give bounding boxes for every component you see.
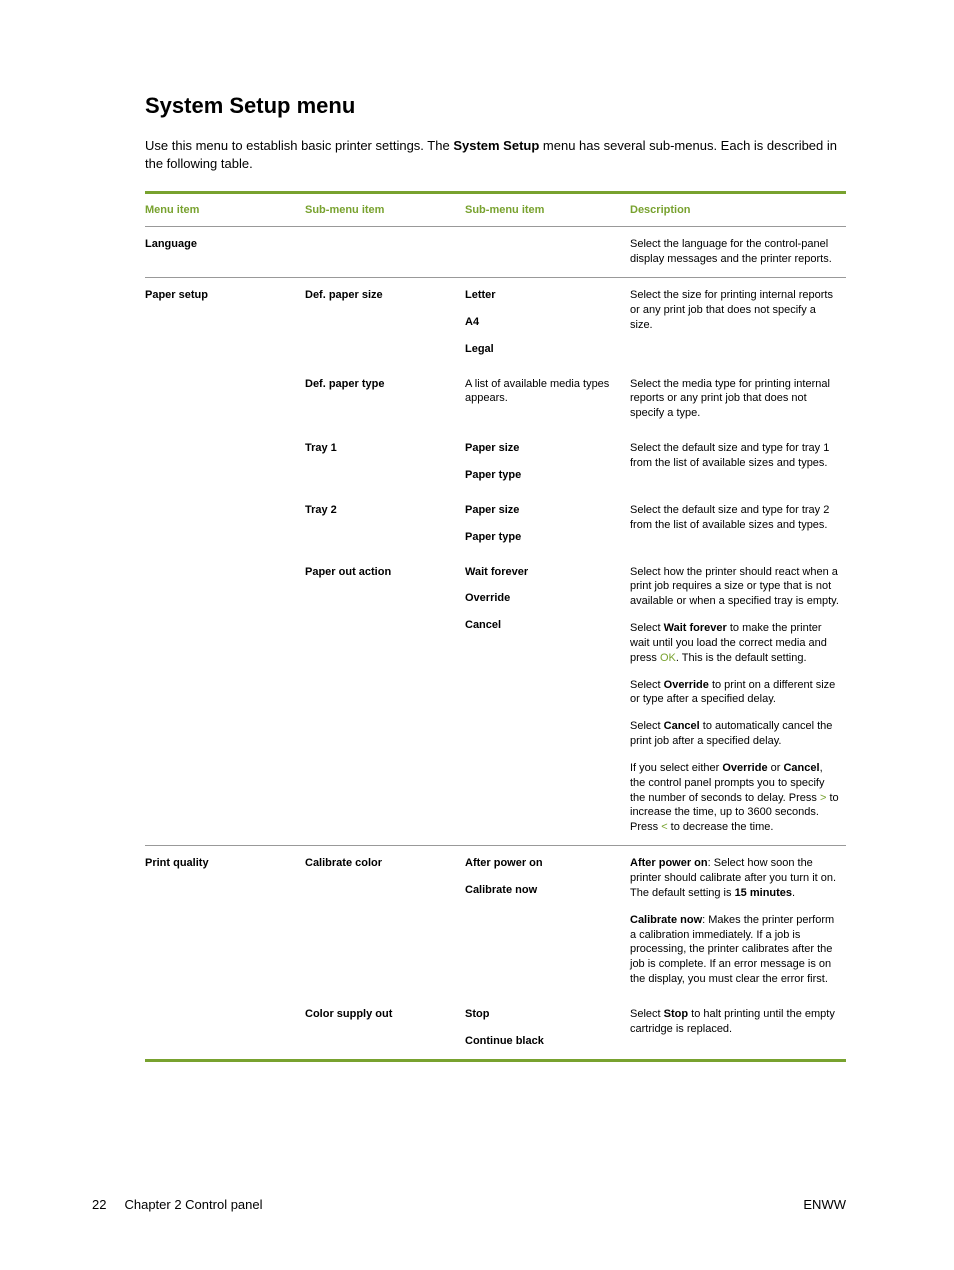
cell-sub2: A list of available media types appears. <box>465 367 630 432</box>
t: Stop <box>664 1008 688 1020</box>
option: Override <box>465 591 624 606</box>
header-sub2: Sub-menu item <box>465 193 630 227</box>
page-number: 22 <box>92 1197 106 1212</box>
page-footer: 22 Chapter 2 Control panel ENWW <box>92 1197 846 1212</box>
option: A4 <box>465 315 624 330</box>
t: Override <box>664 679 709 691</box>
row-paper-out: Paper out action Wait forever Override C… <box>145 555 846 846</box>
desc-p4: Select Cancel to automatically cancel th… <box>630 719 840 749</box>
option: Legal <box>465 342 624 357</box>
t: to decrease the time. <box>668 821 774 833</box>
t: If you select either <box>630 762 722 774</box>
cell-sub1: Def. paper size <box>305 278 465 367</box>
row-language: Language Select the language for the con… <box>145 227 846 278</box>
option: Paper type <box>465 530 624 545</box>
row-def-paper-size: Paper setup Def. paper size Letter A4 Le… <box>145 278 846 367</box>
t: Wait forever <box>664 622 727 634</box>
t: Calibrate now <box>630 914 702 926</box>
menu-table: Menu item Sub-menu item Sub-menu item De… <box>145 191 846 1061</box>
cell-sub1: Def. paper type <box>305 367 465 432</box>
desc-p5: If you select either Override or Cancel,… <box>630 761 840 835</box>
t: . This is the default setting. <box>676 652 807 664</box>
table-header-row: Menu item Sub-menu item Sub-menu item De… <box>145 193 846 227</box>
t: OK <box>660 652 676 664</box>
option: Letter <box>465 288 624 303</box>
header-menu: Menu item <box>145 193 305 227</box>
t: Cancel <box>783 762 819 774</box>
row-tray2: Tray 2 Paper size Paper type Select the … <box>145 493 846 555</box>
t: Cancel <box>664 720 700 732</box>
row-tray1: Tray 1 Paper size Paper type Select the … <box>145 431 846 493</box>
header-sub1: Sub-menu item <box>305 193 465 227</box>
cell-desc: Select the default size and type for tra… <box>630 493 846 555</box>
chapter-label: Chapter 2 Control panel <box>124 1197 262 1212</box>
cell-desc: Select the default size and type for tra… <box>630 431 846 493</box>
cell-desc: Select the media type for printing inter… <box>630 367 846 432</box>
t: . <box>792 887 795 899</box>
option: Cancel <box>465 618 624 633</box>
row-calibrate-color: Print quality Calibrate color After powe… <box>145 846 846 997</box>
intro-bold: System Setup <box>453 138 539 153</box>
header-desc: Description <box>630 193 846 227</box>
desc-p2: Calibrate now: Makes the printer perform… <box>630 913 840 987</box>
cell-sub2: Stop Continue black <box>465 997 630 1060</box>
t: Select <box>630 679 664 691</box>
cell-sub2: Paper size Paper type <box>465 493 630 555</box>
intro-paragraph: Use this menu to establish basic printer… <box>145 137 846 173</box>
t: After power on <box>630 857 708 869</box>
cell-sub2: Paper size Paper type <box>465 431 630 493</box>
cell-desc: After power on: Select how soon the prin… <box>630 846 846 997</box>
cell-sub1: Tray 1 <box>305 431 465 493</box>
cell-desc: Select the size for printing internal re… <box>630 278 846 367</box>
desc-p1: Select how the printer should react when… <box>630 565 840 610</box>
option: Wait forever <box>465 565 624 580</box>
t: or <box>768 762 784 774</box>
cell-menu: Print quality <box>145 846 305 997</box>
desc-p3: Select Override to print on a different … <box>630 678 840 708</box>
t: Select <box>630 622 664 634</box>
option: Continue black <box>465 1034 624 1049</box>
option: Paper size <box>465 441 624 456</box>
desc-p1: After power on: Select how soon the prin… <box>630 856 840 901</box>
cell-desc: Select how the printer should react when… <box>630 555 846 846</box>
cell-desc: Select the language for the control-pane… <box>630 227 846 278</box>
cell-sub2: Letter A4 Legal <box>465 278 630 367</box>
cell-menu: Paper setup <box>145 278 305 367</box>
cell-sub1: Color supply out <box>305 997 465 1060</box>
cell-sub2: Wait forever Override Cancel <box>465 555 630 846</box>
option: Paper type <box>465 468 624 483</box>
option: Paper size <box>465 503 624 518</box>
desc-p2: Select Wait forever to make the printer … <box>630 621 840 666</box>
option: Calibrate now <box>465 883 624 898</box>
t: Override <box>722 762 767 774</box>
cell-sub1: Paper out action <box>305 555 465 846</box>
cell-sub1: Tray 2 <box>305 493 465 555</box>
t: 15 minutes <box>735 887 792 899</box>
t: Select <box>630 720 664 732</box>
option: After power on <box>465 856 624 871</box>
footer-right: ENWW <box>803 1197 846 1212</box>
cell-sub1: Calibrate color <box>305 846 465 997</box>
page-title: System Setup menu <box>145 93 846 119</box>
row-color-supply-out: Color supply out Stop Continue black Sel… <box>145 997 846 1060</box>
page: System Setup menu Use this menu to estab… <box>0 0 954 1270</box>
t: Select <box>630 1008 664 1020</box>
cell-desc: Select Stop to halt printing until the e… <box>630 997 846 1060</box>
option: Stop <box>465 1007 624 1022</box>
row-def-paper-type: Def. paper type A list of available medi… <box>145 367 846 432</box>
intro-text-a: Use this menu to establish basic printer… <box>145 138 453 153</box>
cell-sub2: After power on Calibrate now <box>465 846 630 997</box>
cell-menu: Language <box>145 227 305 278</box>
